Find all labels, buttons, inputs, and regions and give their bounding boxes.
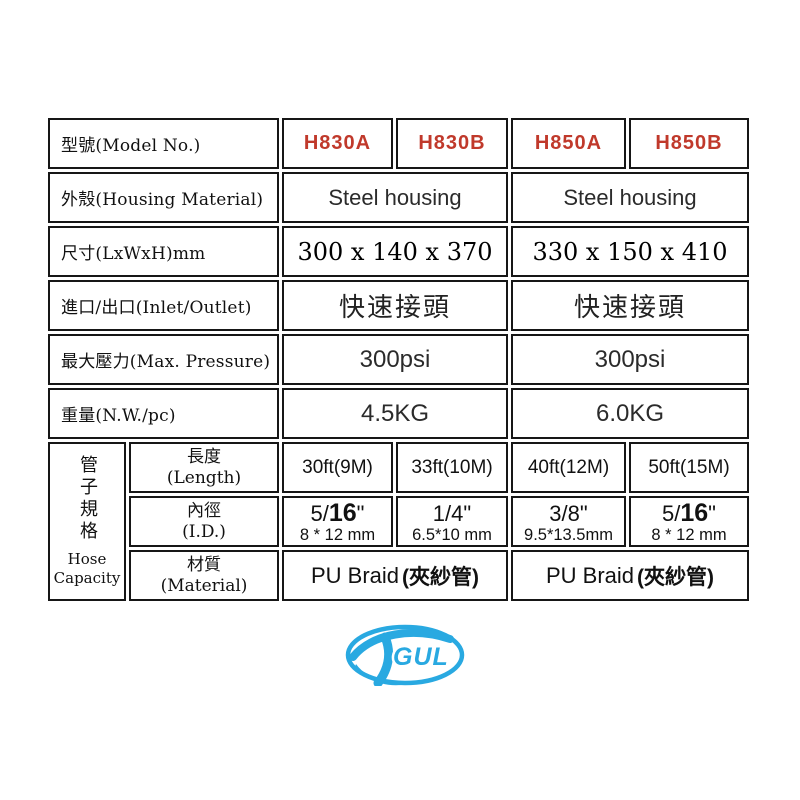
id-main: 3/8" <box>549 501 588 527</box>
logo-t-stem <box>373 632 394 686</box>
length-label-en: (Length) <box>166 467 242 488</box>
id-main: 1/4" <box>432 501 472 527</box>
row-label-material: 材質 (Material) <box>129 550 279 601</box>
spec-table: 型號(Model No.) H830A H830B H850A H850B 外殼… <box>48 118 749 601</box>
housing-value-830: Steel housing <box>282 172 508 223</box>
id-main: 5/16" <box>310 499 365 528</box>
length-label-zh: 長度 <box>187 447 221 468</box>
material-cjk: (夾紗管) <box>402 565 480 589</box>
id-label-en: (I.D.) <box>182 521 226 542</box>
length-value-h850b: 50ft(15M) <box>629 442 749 493</box>
length-value-h830b: 33ft(10M) <box>396 442 508 493</box>
logo-bottom-swoosh <box>355 664 407 686</box>
logo-t-bar-swoosh <box>349 629 454 661</box>
model-value-h850a: H850A <box>511 118 626 169</box>
id-value-h830b: 1/4" 6.5*10 mm <box>396 496 508 547</box>
material-latin: PU Braid <box>310 562 400 588</box>
length-value-h830a: 30ft(9M) <box>282 442 393 493</box>
id-value-h850a: 3/8" 9.5*13.5mm <box>511 496 626 547</box>
id-sub: 6.5*10 mm <box>412 525 492 544</box>
inlet-value-830: 快速接頭 <box>282 280 508 331</box>
row-label-model: 型號(Model No.) <box>48 118 279 169</box>
id-sub: 8 * 12 mm <box>651 525 727 544</box>
model-value-h830a: H830A <box>282 118 393 169</box>
hose-capacity-label-en-1: Hose <box>67 550 107 569</box>
pressure-value-850: 300psi <box>511 334 749 385</box>
row-label-inlet-outlet: 進口/出口(Inlet/Outlet) <box>48 280 279 331</box>
id-main: 5/16" <box>662 499 716 528</box>
weight-value-830: 4.5KG <box>282 388 508 439</box>
material-label-zh: 材質 <box>187 555 221 576</box>
id-value-h850b: 5/16" 8 * 12 mm <box>629 496 749 547</box>
model-value-h850b: H850B <box>629 118 749 169</box>
row-label-size: 尺寸(LxWxH)mm <box>48 226 279 277</box>
tgul-logo: GUL <box>345 624 465 686</box>
material-latin: PU Braid <box>545 562 635 588</box>
hose-capacity-label-zh: 管子規格 <box>77 455 98 544</box>
row-label-housing: 外殼(Housing Material) <box>48 172 279 223</box>
model-value-h830b: H830B <box>396 118 508 169</box>
size-value-850: 330 x 150 x 410 <box>511 226 749 277</box>
row-label-hose-capacity: 管子規格 Hose Capacity <box>48 442 126 601</box>
hose-capacity-label-en-2: Capacity <box>53 569 121 587</box>
id-sub: 8 * 12 mm <box>299 525 376 544</box>
inlet-value-850: 快速接頭 <box>511 280 749 331</box>
row-label-id: 內徑 (I.D.) <box>129 496 279 547</box>
size-value-830: 300 x 140 x 370 <box>282 226 508 277</box>
material-cjk: (夾紗管) <box>637 565 715 589</box>
row-label-length: 長度 (Length) <box>129 442 279 493</box>
id-label-zh: 內徑 <box>187 501 221 522</box>
logo-gul-text: GUL <box>393 643 449 671</box>
material-label-en: (Material) <box>160 575 248 596</box>
pressure-value-830: 300psi <box>282 334 508 385</box>
material-value-850: PU Braid (夾紗管) <box>511 550 749 601</box>
material-value-830: PU Braid (夾紗管) <box>282 550 508 601</box>
weight-value-850: 6.0KG <box>511 388 749 439</box>
row-label-weight: 重量(N.W./pc) <box>48 388 279 439</box>
id-value-h830a: 5/16" 8 * 12 mm <box>282 496 393 547</box>
row-label-pressure: 最大壓力(Max. Pressure) <box>48 334 279 385</box>
id-sub: 9.5*13.5mm <box>524 525 613 544</box>
housing-value-850: Steel housing <box>511 172 749 223</box>
length-value-h850a: 40ft(12M) <box>511 442 626 493</box>
